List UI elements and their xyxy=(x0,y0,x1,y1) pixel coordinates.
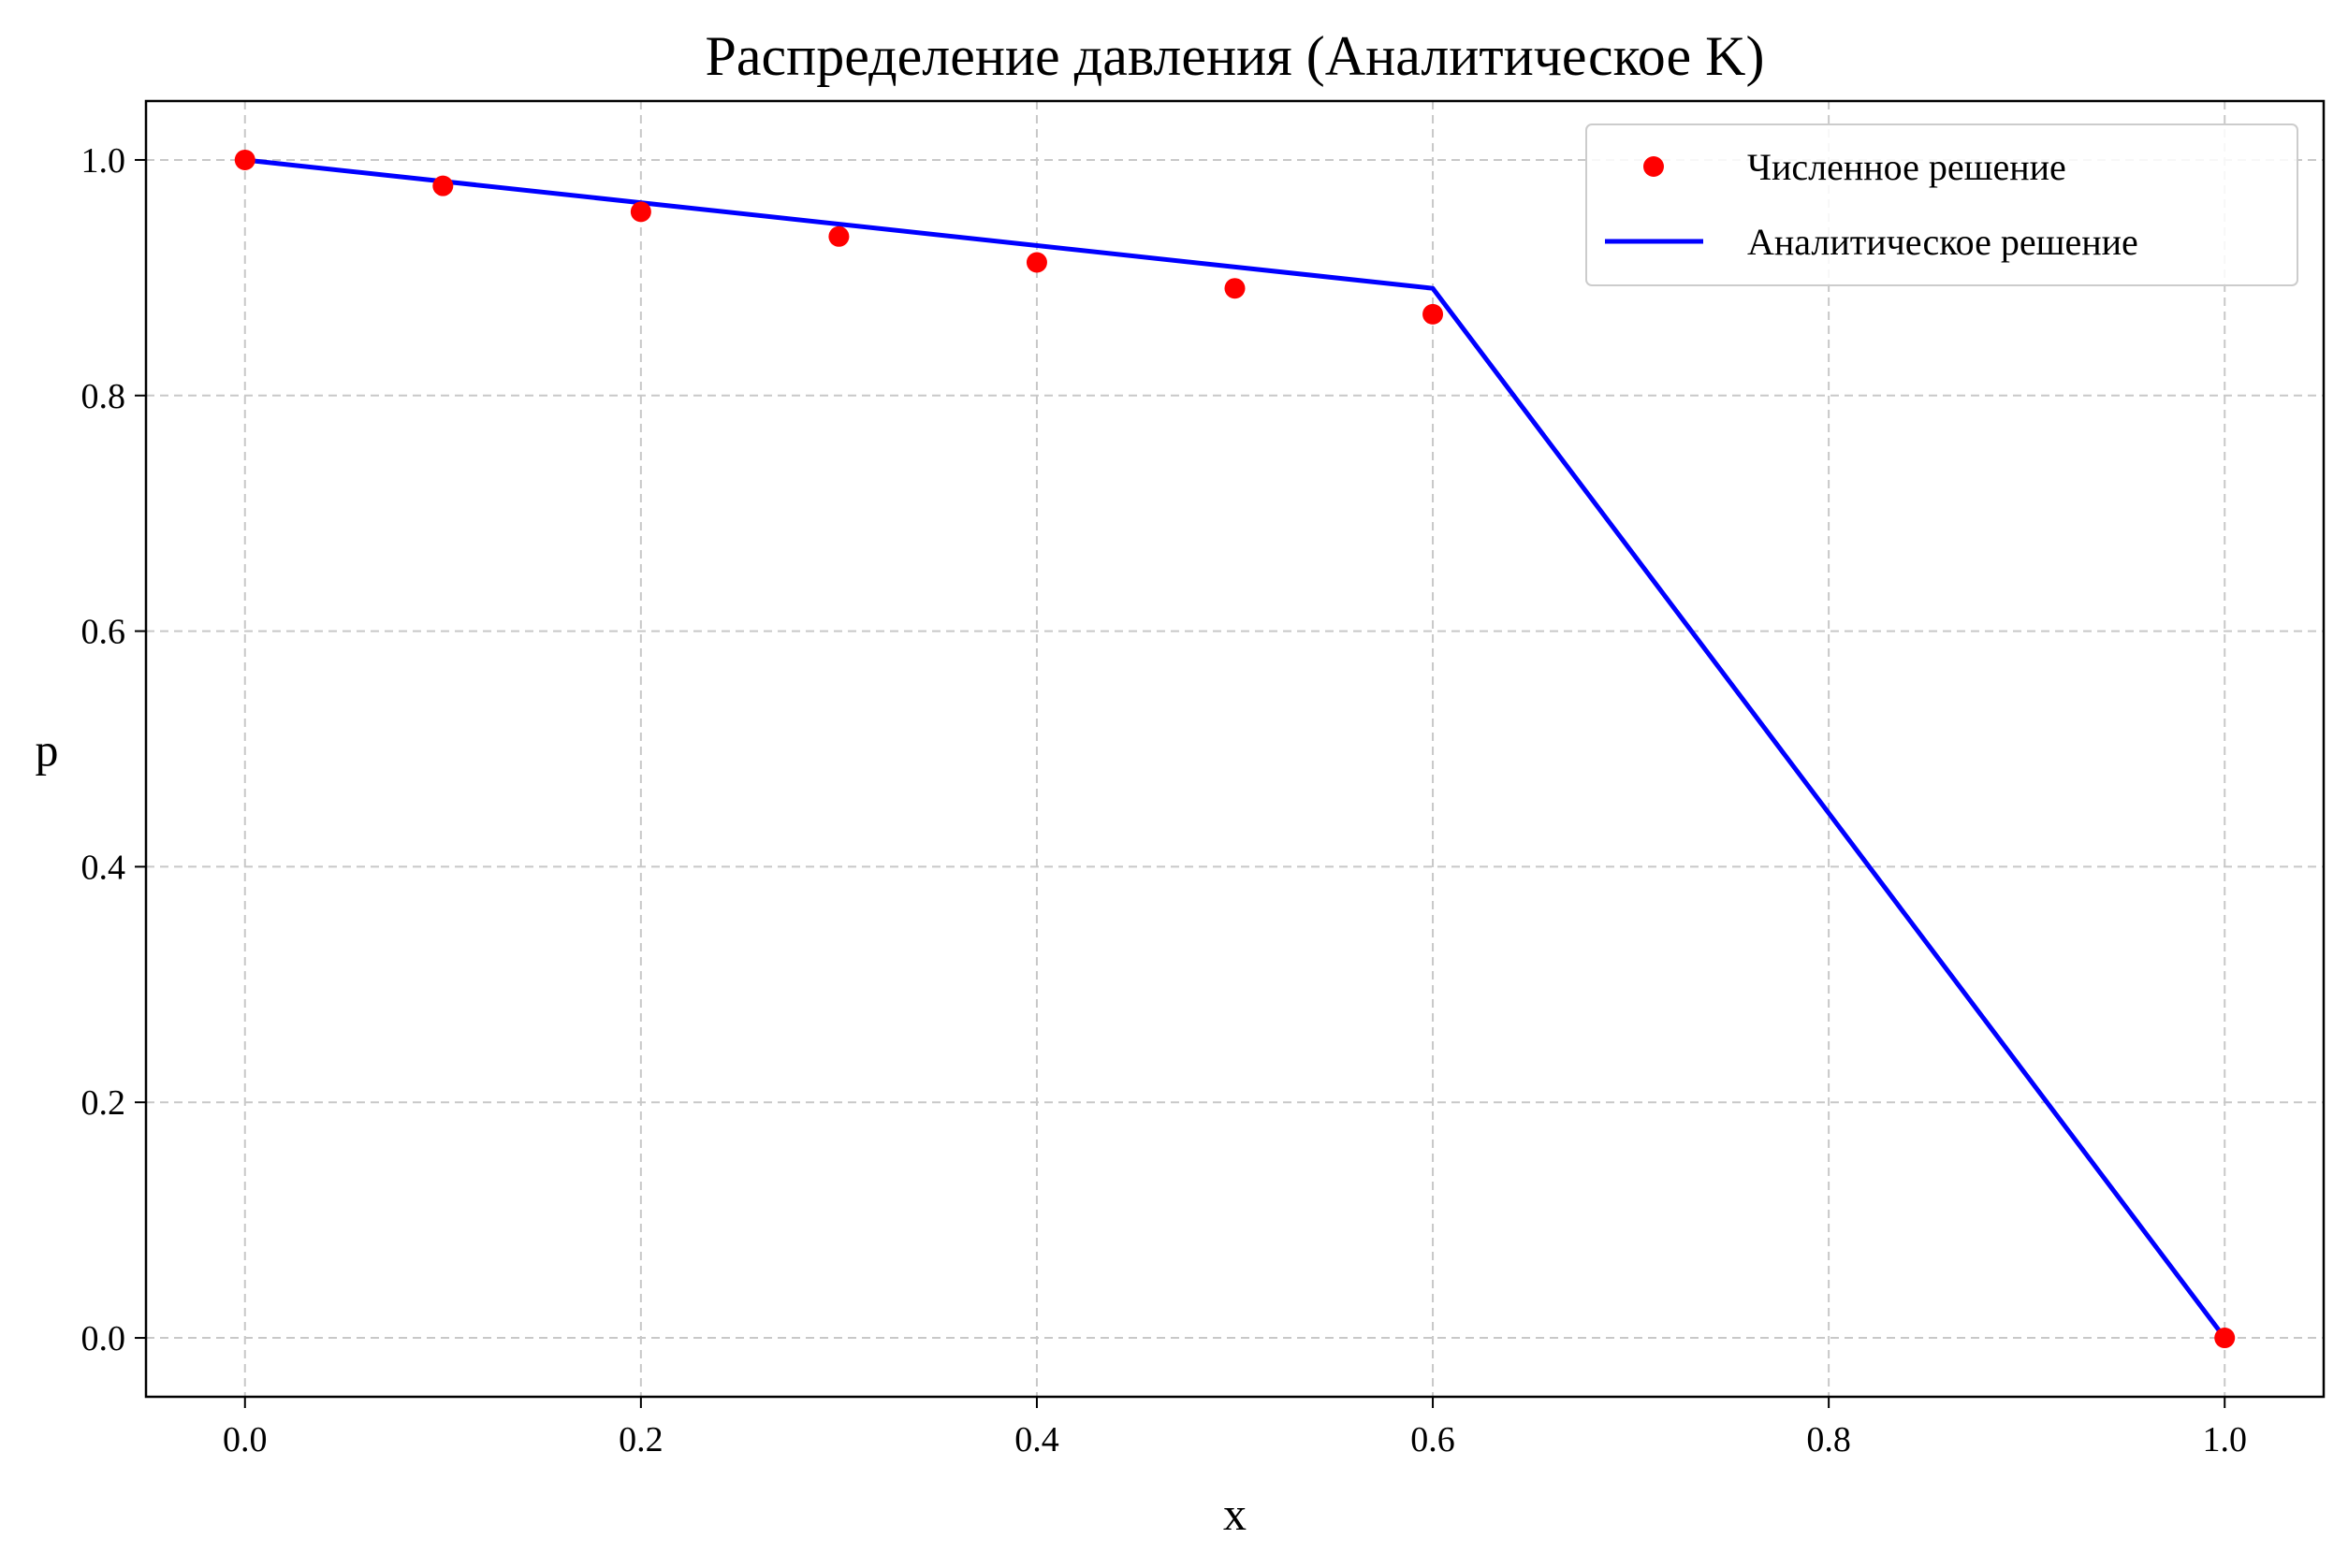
y-tick-label: 0.2 xyxy=(81,1083,126,1123)
chart-title: Распределение давления (Аналитическое K) xyxy=(706,25,1765,87)
numeric-solution-point xyxy=(828,225,850,247)
x-axis-label: x xyxy=(1223,1488,1247,1540)
numeric-solution-point xyxy=(630,201,651,223)
axes-frame xyxy=(144,99,2326,1399)
x-tick-label: 1.0 xyxy=(2202,1420,2247,1459)
y-tick-label: 0.8 xyxy=(81,377,126,416)
x-tick-label: 0.2 xyxy=(619,1420,664,1459)
numeric-solution-point xyxy=(432,175,454,196)
y-tick-label: 0.4 xyxy=(81,848,126,887)
legend-marker-numeric xyxy=(1643,156,1664,177)
plot-data xyxy=(234,149,2236,1349)
ticks: 0.0 0.2 0.4 0.6 0.8 1.0 0.0 0.2 0.4 0.6 0.8 1.0 xyxy=(81,141,2247,1459)
x-tick-label: 0.6 xyxy=(1410,1420,1455,1459)
legend-label: Аналитическое решение xyxy=(1747,221,2138,263)
numeric-solution-point xyxy=(1026,252,1047,273)
numeric-solution-point xyxy=(234,149,255,170)
numeric-solution-point xyxy=(1224,278,1246,299)
y-axis-label: p xyxy=(36,724,59,777)
numeric-solution-point xyxy=(2214,1328,2236,1349)
numeric-solution-point xyxy=(1422,303,1444,325)
x-tick-label: 0.8 xyxy=(1806,1420,1851,1459)
legend-label: Численное решение xyxy=(1747,146,2066,188)
legend: Численное решение Аналитическое решение xyxy=(1585,123,2298,286)
x-tick-label: 0.4 xyxy=(1014,1420,1059,1459)
x-tick-label: 0.0 xyxy=(223,1420,268,1459)
y-tick-label: 0.6 xyxy=(81,613,126,652)
y-tick-label: 0.0 xyxy=(81,1319,126,1358)
y-tick-label: 1.0 xyxy=(81,141,126,181)
legend-box xyxy=(1585,123,2298,286)
